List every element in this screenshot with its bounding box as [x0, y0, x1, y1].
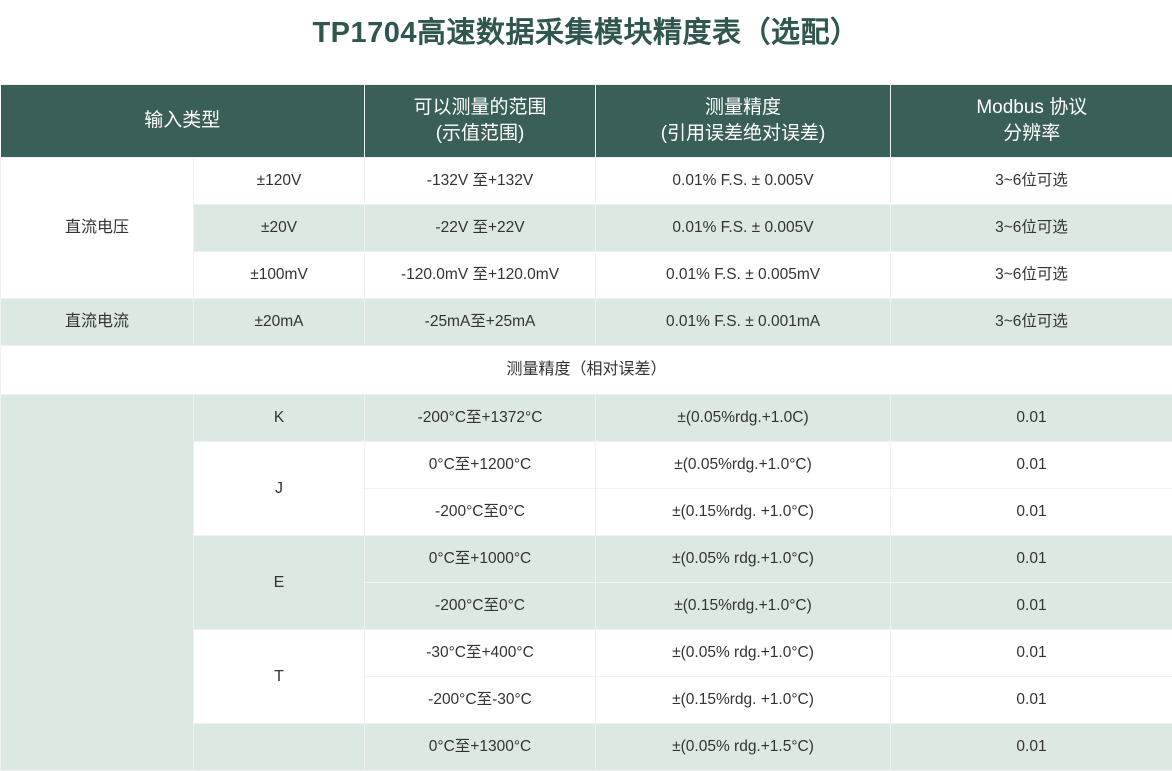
- cell-accuracy: 0.01% F.S. ± 0.005mV: [596, 252, 891, 299]
- cell-measurement-span: -132V 至+132V: [365, 158, 596, 205]
- cell-measurement-span: 0°C至+1200°C: [365, 442, 596, 489]
- cell-thermocouple-type: J: [194, 442, 365, 536]
- cell-thermocouple-type: [194, 724, 365, 771]
- column-header-measurement-range: 可以测量的范围 (示值范围): [365, 85, 596, 158]
- cell-accuracy: 0.01% F.S. ± 0.001mA: [596, 299, 891, 346]
- row-group-label-thermocouple: [1, 395, 194, 771]
- table-row: 直流电流 ±20mA -25mA至+25mA 0.01% F.S. ± 0.00…: [1, 299, 1172, 346]
- cell-accuracy: 0.01% F.S. ± 0.005V: [596, 158, 891, 205]
- column-header-input-type: 输入类型: [1, 85, 365, 158]
- cell-resolution: 0.01: [891, 395, 1172, 442]
- cell-accuracy: 0.01% F.S. ± 0.005V: [596, 205, 891, 252]
- cell-range-name: ±20V: [194, 205, 365, 252]
- table-header: 输入类型 可以测量的范围 (示值范围) 测量精度 (引用误差绝对误差) Modb…: [1, 85, 1172, 158]
- cell-accuracy: ±(0.15%rdg. +1.0°C): [596, 489, 891, 536]
- cell-resolution: 0.01: [891, 724, 1172, 771]
- cell-thermocouple-type: T: [194, 630, 365, 724]
- row-group-label-dc-voltage: 直流电压: [1, 158, 194, 299]
- cell-resolution: 0.01: [891, 677, 1172, 724]
- column-header-accuracy-line2: (引用误差绝对误差): [602, 121, 884, 147]
- cell-accuracy: ±(0.05%rdg.+1.0C): [596, 395, 891, 442]
- table-row: 测量精度（相对误差）: [1, 346, 1172, 395]
- cell-measurement-span: -200°C至0°C: [365, 583, 596, 630]
- column-header-measurement-range-line2: (示值范围): [371, 121, 589, 147]
- cell-resolution: 3~6位可选: [891, 158, 1172, 205]
- cell-measurement-span: -22V 至+22V: [365, 205, 596, 252]
- cell-thermocouple-type: E: [194, 536, 365, 630]
- accuracy-spec-table: 输入类型 可以测量的范围 (示值范围) 测量精度 (引用误差绝对误差) Modb…: [0, 84, 1172, 771]
- cell-resolution: 0.01: [891, 630, 1172, 677]
- cell-accuracy: ±(0.15%rdg.+1.0°C): [596, 583, 891, 630]
- cell-measurement-span: -200°C至+1372°C: [365, 395, 596, 442]
- cell-measurement-span: 0°C至+1300°C: [365, 724, 596, 771]
- cell-measurement-span: -25mA至+25mA: [365, 299, 596, 346]
- cell-accuracy: ±(0.05% rdg.+1.5°C): [596, 724, 891, 771]
- cell-measurement-span: -200°C至0°C: [365, 489, 596, 536]
- cell-thermocouple-type: K: [194, 395, 365, 442]
- cell-resolution: 3~6位可选: [891, 205, 1172, 252]
- column-header-accuracy: 测量精度 (引用误差绝对误差): [596, 85, 891, 158]
- cell-measurement-span: -200°C至-30°C: [365, 677, 596, 724]
- row-group-label-dc-current: 直流电流: [1, 299, 194, 346]
- header-row: 输入类型 可以测量的范围 (示值范围) 测量精度 (引用误差绝对误差) Modb…: [1, 85, 1172, 158]
- column-header-modbus-line2: 分辨率: [897, 121, 1167, 147]
- cell-resolution: 3~6位可选: [891, 299, 1172, 346]
- page-root: TP1704高速数据采集模块精度表（选配） 输入类型 可以测量的范围 (示值范围…: [0, 0, 1172, 737]
- cell-resolution: 0.01: [891, 583, 1172, 630]
- cell-resolution: 0.01: [891, 489, 1172, 536]
- cell-range-name: ±20mA: [194, 299, 365, 346]
- table-row: K -200°C至+1372°C ±(0.05%rdg.+1.0C) 0.01: [1, 395, 1172, 442]
- cell-measurement-span: -120.0mV 至+120.0mV: [365, 252, 596, 299]
- cell-resolution: 0.01: [891, 536, 1172, 583]
- column-header-measurement-range-line1: 可以测量的范围: [371, 95, 589, 121]
- section-note-relative-error: 测量精度（相对误差）: [1, 346, 1172, 395]
- cell-accuracy: ±(0.05% rdg.+1.0°C): [596, 536, 891, 583]
- cell-accuracy: ±(0.15%rdg. +1.0°C): [596, 677, 891, 724]
- column-header-accuracy-line1: 测量精度: [602, 95, 884, 121]
- table-row: 直流电压 ±120V -132V 至+132V 0.01% F.S. ± 0.0…: [1, 158, 1172, 205]
- cell-measurement-span: -30°C至+400°C: [365, 630, 596, 677]
- cell-range-name: ±120V: [194, 158, 365, 205]
- cell-measurement-span: 0°C至+1000°C: [365, 536, 596, 583]
- cell-resolution: 0.01: [891, 442, 1172, 489]
- cell-resolution: 3~6位可选: [891, 252, 1172, 299]
- cell-accuracy: ±(0.05%rdg.+1.0°C): [596, 442, 891, 489]
- cell-range-name: ±100mV: [194, 252, 365, 299]
- page-title: TP1704高速数据采集模块精度表（选配）: [0, 0, 1172, 46]
- column-header-modbus-line1: Modbus 协议: [897, 95, 1167, 121]
- column-header-modbus-resolution: Modbus 协议 分辨率: [891, 85, 1172, 158]
- table-body: 直流电压 ±120V -132V 至+132V 0.01% F.S. ± 0.0…: [1, 158, 1172, 771]
- cell-accuracy: ±(0.05% rdg.+1.0°C): [596, 630, 891, 677]
